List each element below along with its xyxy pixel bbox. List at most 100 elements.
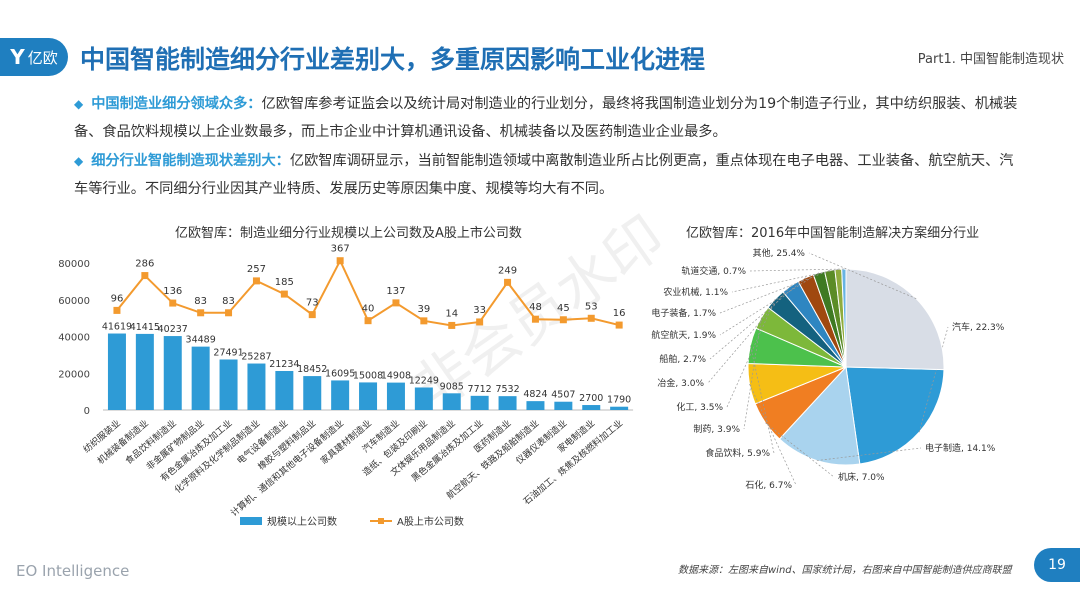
bar <box>191 346 210 410</box>
bar-value-label: 16095 <box>325 368 355 379</box>
page-number: 19 <box>1034 548 1080 582</box>
bar <box>470 395 489 410</box>
line-point <box>141 272 149 280</box>
line-point <box>476 318 484 326</box>
bullet-2: ◆ 细分行业智能制造现状差别大：亿欧智库调研显示，当前智能制造领域中离散制造业所占… <box>74 147 1024 203</box>
bar <box>498 396 517 410</box>
pie-slice-label: 电子装备, 1.7% <box>651 307 716 319</box>
pie-slice-label: 电子制造, 14.1% <box>925 442 996 454</box>
bar-value-label: 4824 <box>523 389 547 400</box>
line-point <box>448 321 456 329</box>
pie-slice-label: 食品饮料, 5.9% <box>705 447 770 459</box>
pie-leader-line <box>743 317 762 430</box>
bar-chart: 0 20000 40000 60000 80000 4161941415402373448… <box>58 244 634 528</box>
footer-brand: EO Intelligence <box>16 562 130 580</box>
y-tick-label: 20000 <box>58 369 90 380</box>
logo-symbol: Y <box>10 45 25 69</box>
bar <box>386 382 405 410</box>
pie-leader-line <box>719 272 820 336</box>
pie-slice-label: 其他, 25.4% <box>753 247 806 259</box>
bar <box>582 405 601 410</box>
line-point <box>252 277 260 285</box>
line-value-label: 137 <box>386 286 405 297</box>
line-value-label: 73 <box>306 298 319 309</box>
line-value-label: 40 <box>362 304 375 315</box>
pie-slice-label: 农业机械, 1.1% <box>663 286 728 298</box>
diamond-icon: ◆ <box>74 97 84 111</box>
line-value-label: 136 <box>163 286 182 297</box>
bar <box>275 370 294 410</box>
source-note: 数据来源：左图来自wind、国家统计局，右图来自中国智能制造供应商联盟 <box>678 565 1012 576</box>
bar-value-label: 21234 <box>269 359 299 370</box>
line-value-label: 83 <box>222 296 235 307</box>
pie-slice-label: 机床, 7.0% <box>838 471 885 483</box>
line-point <box>225 309 233 317</box>
line-value-label: 39 <box>417 304 430 315</box>
diamond-icon: ◆ <box>74 154 84 168</box>
bar <box>442 393 461 410</box>
pie-slice-label: 石化, 6.7% <box>745 479 792 491</box>
line-point <box>420 317 428 325</box>
line-point <box>197 309 205 317</box>
line-point <box>531 315 539 323</box>
pie-leader-line <box>707 286 791 384</box>
line-point <box>559 316 567 324</box>
bar-value-label: 41619 <box>102 322 132 333</box>
line-value-label: 53 <box>585 301 598 312</box>
bar-value-label: 1790 <box>607 395 631 406</box>
bullet-1-text: 亿欧智库参考证监会以及统计局对制造业的行业划分，最终将我国制造业划分为19个制造… <box>74 96 1018 140</box>
line-point <box>113 306 121 314</box>
bar <box>554 401 573 410</box>
line-value-label: 257 <box>247 264 266 275</box>
line-point <box>280 290 288 298</box>
bar <box>610 406 629 410</box>
bar-value-label: 7712 <box>468 384 492 395</box>
x-tick-label: 石油加工、炼焦及核燃料加工业 <box>521 417 625 507</box>
line-point <box>392 299 400 307</box>
bar <box>414 387 433 410</box>
pie-leader-line <box>709 277 806 360</box>
line-value-label: 286 <box>135 259 154 270</box>
line-point <box>615 321 623 329</box>
line-value-label: 33 <box>473 305 486 316</box>
y-tick-label: 0 <box>84 406 90 417</box>
bar-value-label: 18452 <box>297 364 327 375</box>
line-point <box>504 278 512 286</box>
pie-slice <box>845 268 945 371</box>
line-value-label: 48 <box>529 302 542 313</box>
legend-line-label: A股上市公司数 <box>397 515 464 528</box>
y-tick-label: 80000 <box>58 259 90 270</box>
line-value-label: 16 <box>613 308 626 319</box>
y-tick-label: 40000 <box>58 333 90 344</box>
bar-value-label: 12249 <box>409 375 439 386</box>
pie-chart-title: 亿欧智库：2016年中国智能制造解决方案细分行业 <box>686 226 980 241</box>
line-value-label: 249 <box>498 265 517 276</box>
pie-leader-line <box>816 447 922 461</box>
bar-value-label: 2700 <box>579 393 603 404</box>
bar <box>359 382 378 410</box>
bar-value-label: 27491 <box>213 347 243 358</box>
pie-leader-line <box>765 422 835 478</box>
section-label: Part1. 中国智能制造现状 <box>917 52 1064 67</box>
line-point <box>336 257 344 265</box>
y-tick-label: 60000 <box>58 296 90 307</box>
line-value-label: 367 <box>331 244 350 255</box>
bar-value-label: 15008 <box>353 370 383 381</box>
bullet-1-key: 中国制造业细分领域众多： <box>91 96 262 112</box>
bar <box>135 333 154 410</box>
pie-slice-label: 船舶, 2.7% <box>659 353 706 365</box>
pie-slice-label: 汽车, 22.3% <box>952 321 1005 333</box>
bullet-2-key: 细分行业智能制造现状差别大： <box>91 153 290 169</box>
line-value-label: 83 <box>194 296 207 307</box>
pie-slice-label: 航空航天, 1.9% <box>651 329 716 341</box>
bar <box>219 359 238 410</box>
line-value-label: 14 <box>445 308 458 319</box>
bullet-1: ◆ 中国制造业细分领域众多：亿欧智库参考证监会以及统计局对制造业的行业划分，最终将… <box>74 90 1024 146</box>
legend-line-marker <box>378 518 384 524</box>
bar-chart-title: 亿欧智库：制造业细分行业规模以上公司数及A股上市公司数 <box>175 226 522 241</box>
bullet-2-text: 亿欧智库调研显示，当前智能制造领域中离散制造业所占比例更高，重点体现在电子电器、… <box>74 153 1014 197</box>
pie-leader-line <box>808 252 917 299</box>
line-series <box>116 258 620 327</box>
bar <box>526 401 545 410</box>
